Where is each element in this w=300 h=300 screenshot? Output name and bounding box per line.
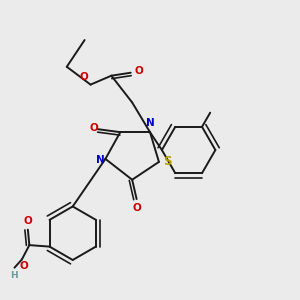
Text: S: S	[163, 155, 171, 168]
Text: O: O	[90, 123, 98, 133]
Text: N: N	[146, 118, 154, 128]
Text: O: O	[80, 72, 88, 82]
Text: N: N	[96, 155, 104, 165]
Text: H: H	[10, 271, 17, 280]
Text: O: O	[23, 216, 32, 226]
Text: O: O	[19, 261, 28, 271]
Text: O: O	[134, 66, 143, 76]
Text: O: O	[133, 203, 142, 213]
